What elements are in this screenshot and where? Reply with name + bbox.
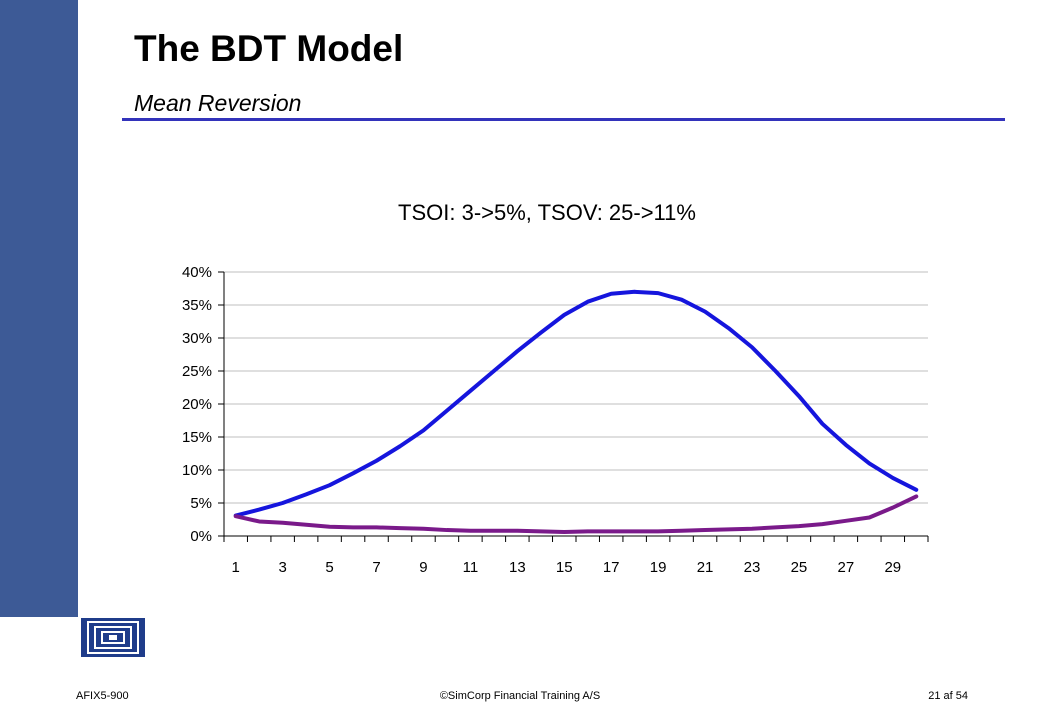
chart-series [233, 289, 919, 535]
y-tick-label: 35% [182, 297, 212, 314]
chart-title: TSOI: 3->5%, TSOV: 25->11% [398, 200, 696, 225]
chart-axes [218, 271, 929, 542]
x-tick-label: 1 [232, 559, 240, 576]
chart-gridlines [224, 271, 928, 504]
y-tick-label: 30% [182, 330, 212, 347]
y-tick-label: 20% [182, 396, 212, 413]
nested-squares-logo-icon [80, 617, 146, 658]
x-tick-label: 3 [278, 559, 286, 576]
x-tick-label: 17 [603, 559, 620, 576]
slide-subtitle: Mean Reversion [134, 90, 302, 116]
x-tick-label: 11 [463, 559, 479, 576]
x-tick-label: 7 [372, 559, 380, 576]
y-tick-label: 25% [182, 363, 212, 380]
x-tick-label: 13 [509, 559, 526, 576]
x-tick-label: 9 [419, 559, 427, 576]
footer-page-number: 21 af 54 [928, 690, 968, 702]
y-tick-label: 5% [190, 495, 212, 512]
x-tick-label: 27 [838, 559, 855, 576]
x-tick-label: 25 [791, 559, 808, 576]
x-tick-label: 21 [697, 559, 714, 576]
x-tick-label: 29 [884, 559, 901, 576]
x-tick-label: 5 [325, 559, 333, 576]
y-axis-tick-labels: 0% 5% 10% 15% 20% 25% 30% 35% 40% [182, 264, 212, 545]
x-tick-label: 15 [556, 559, 573, 576]
x-tick-label: 23 [744, 559, 761, 576]
y-tick-label: 15% [182, 429, 212, 446]
footer-copyright: ©SimCorp Financial Training A/S [439, 690, 601, 702]
series-line-1 [233, 289, 919, 518]
y-tick-label: 10% [182, 462, 212, 479]
y-tick-label: 40% [182, 264, 212, 281]
series-line-2 [233, 494, 919, 535]
title-underline-rule [122, 118, 1005, 121]
x-tick-label: 19 [650, 559, 667, 576]
footer-course-code: AFIX5-900 [76, 690, 129, 702]
side-accent-bar [0, 0, 78, 617]
line-chart: TSOI: 3->5%, TSOV: 25->11% 0% 5% 10% 15% 20%… [182, 200, 929, 576]
slide-title: The BDT Model [134, 28, 404, 69]
x-axis-tick-labels: 1 3 5 7 9 11 13 15 17 19 21 23 25 27 29 [232, 559, 902, 576]
y-tick-label: 0% [190, 528, 212, 545]
